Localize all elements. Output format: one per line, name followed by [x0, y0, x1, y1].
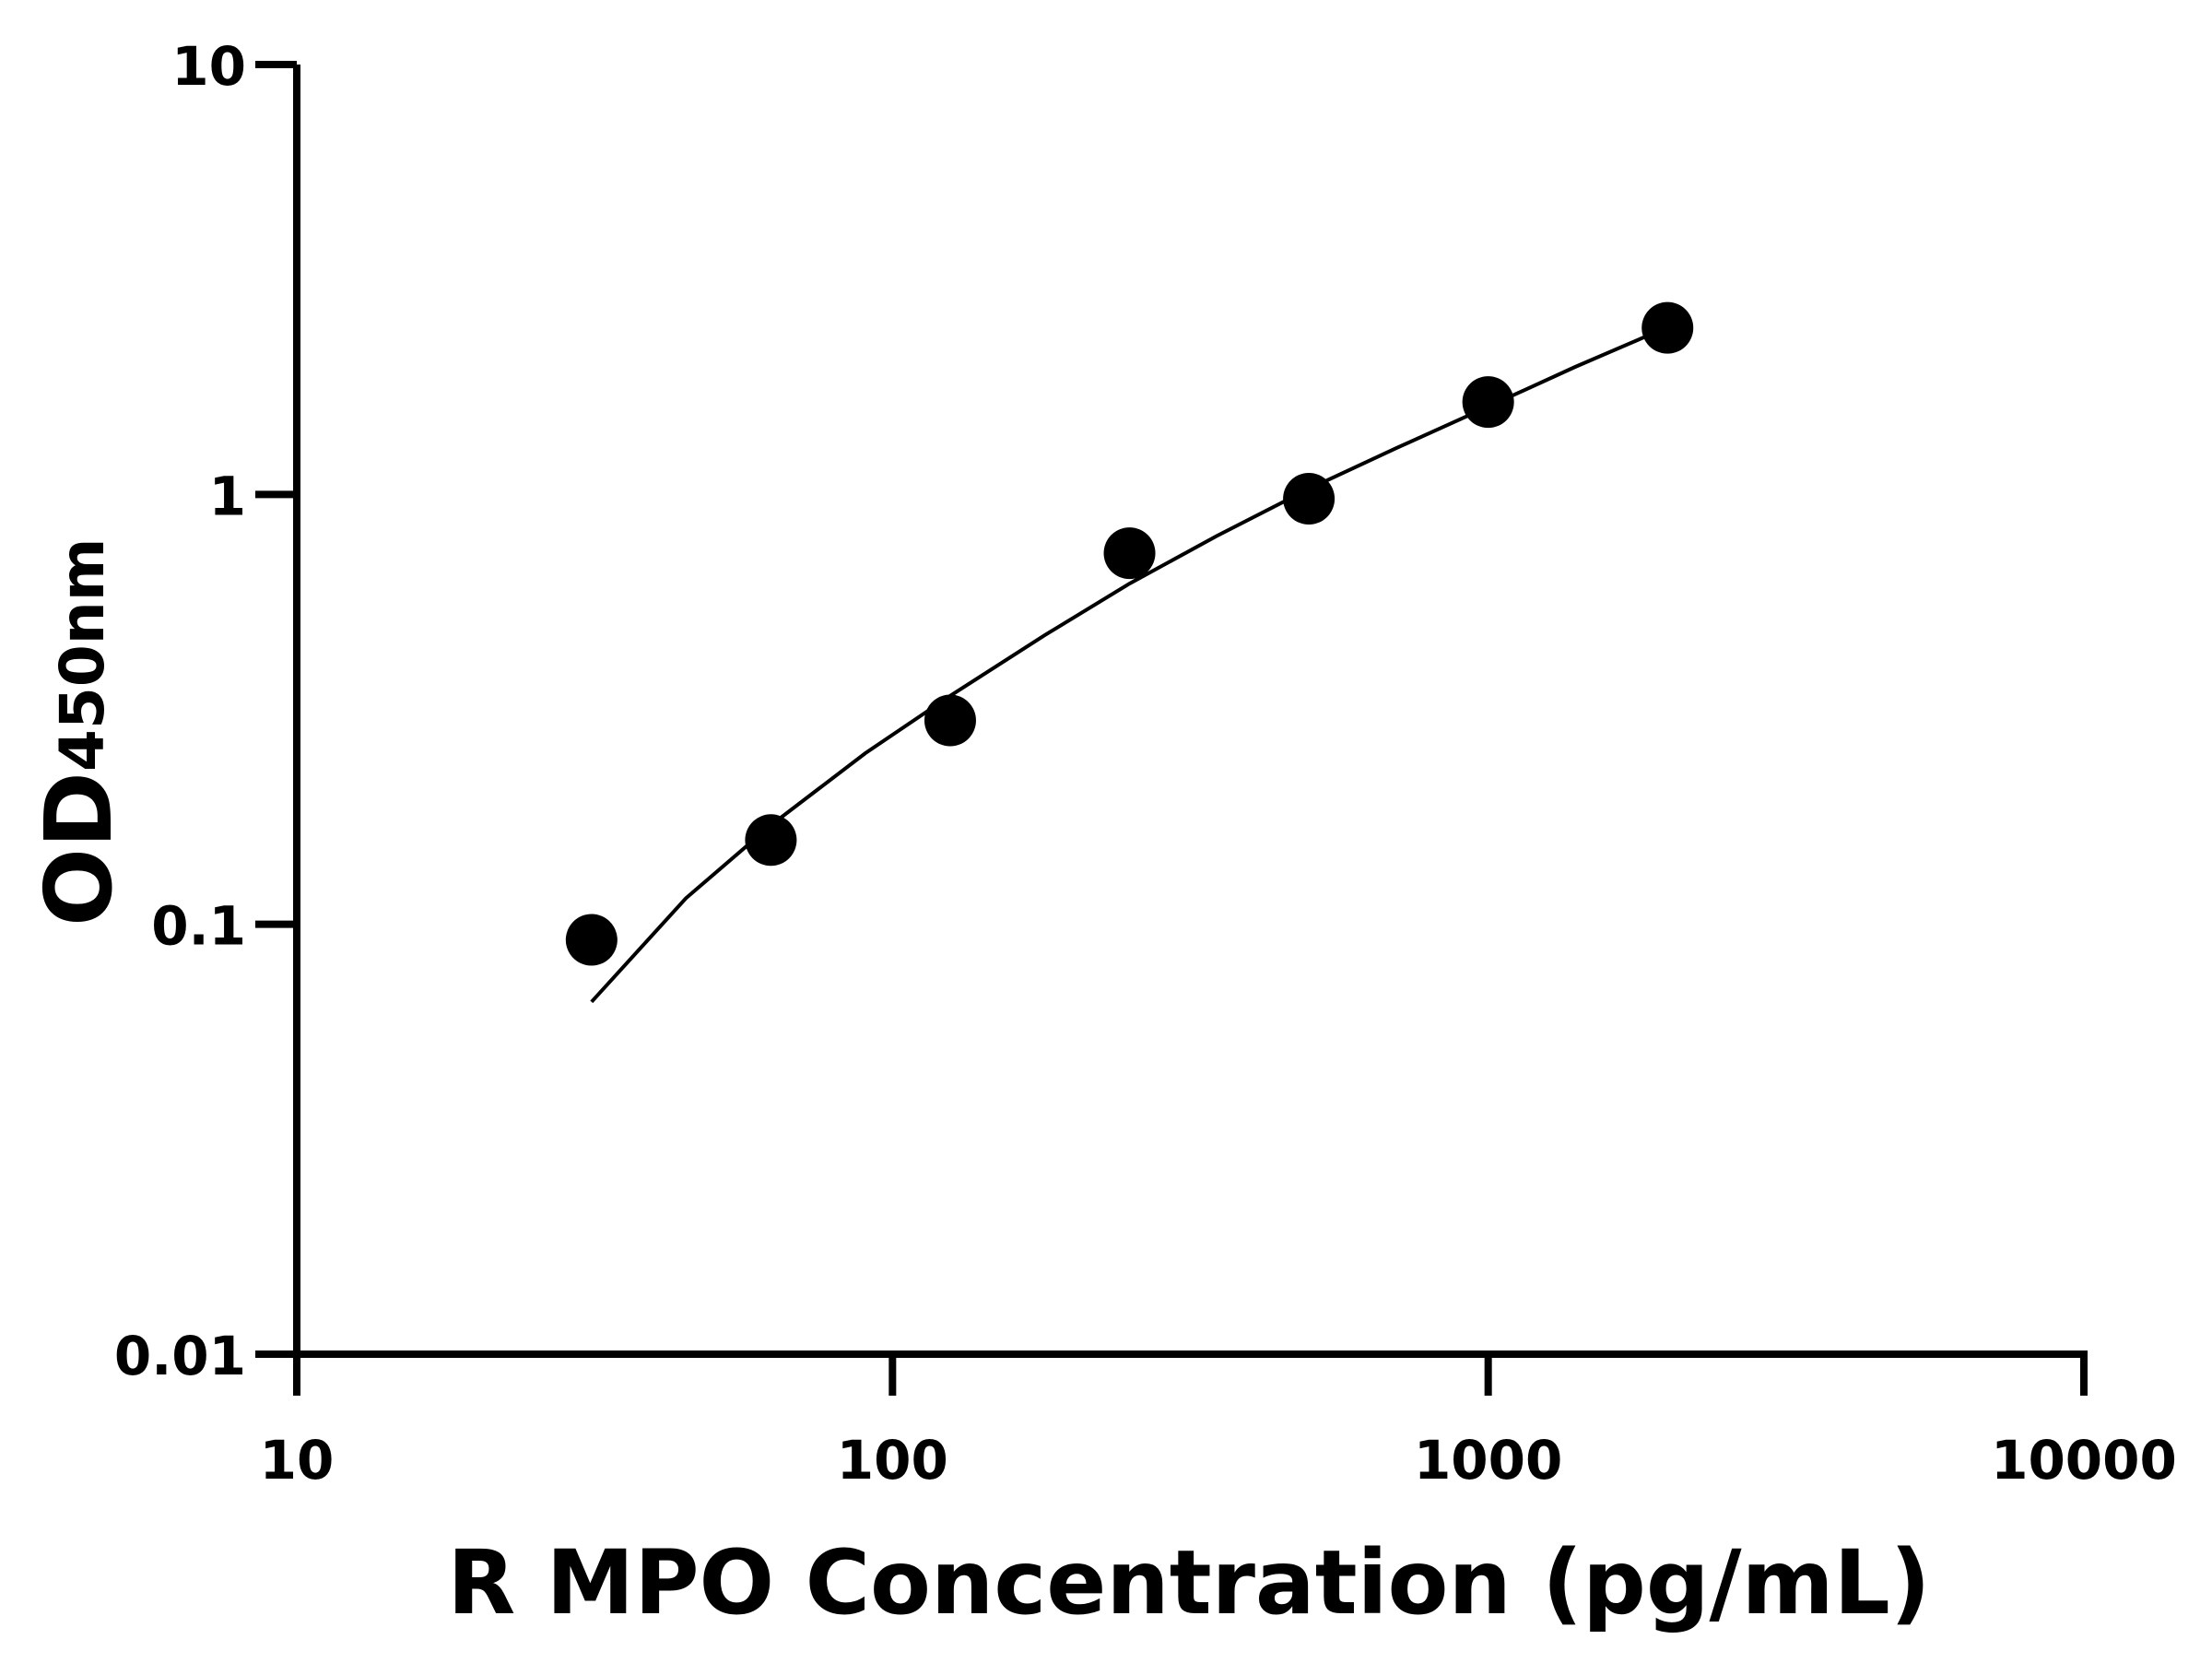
data-point — [745, 814, 797, 867]
y-tick-label: 0.1 — [151, 895, 246, 958]
data-point — [924, 694, 976, 747]
fit-curve — [590, 325, 1668, 1004]
y-tick-label: 1 — [209, 465, 246, 527]
axes — [293, 65, 2088, 1358]
x-tick-label: 10000 — [1991, 1429, 2177, 1492]
y-axis-label-main: OD — [25, 772, 133, 926]
data-point — [1462, 376, 1514, 429]
x-tick-label: 1000 — [1414, 1429, 1562, 1492]
data-points — [565, 301, 1694, 966]
x-tick-label: 10 — [260, 1429, 335, 1492]
x-tick-label: 100 — [837, 1429, 948, 1492]
data-point — [1283, 473, 1335, 525]
data-point — [565, 914, 618, 966]
data-point — [1103, 527, 1156, 580]
x-axis-label: R MPO Concentration (pg/mL) — [447, 1531, 1930, 1634]
y-axis-label: OD450nm — [25, 537, 133, 926]
ticks: 10 100 1000 10000 0.01 0.1 1 10 — [114, 35, 2177, 1492]
y-tick-label: 10 — [171, 35, 246, 98]
data-point — [1641, 301, 1694, 354]
y-axis-label-sub: 450nm — [47, 537, 118, 772]
y-tick-label: 0.01 — [114, 1325, 246, 1387]
